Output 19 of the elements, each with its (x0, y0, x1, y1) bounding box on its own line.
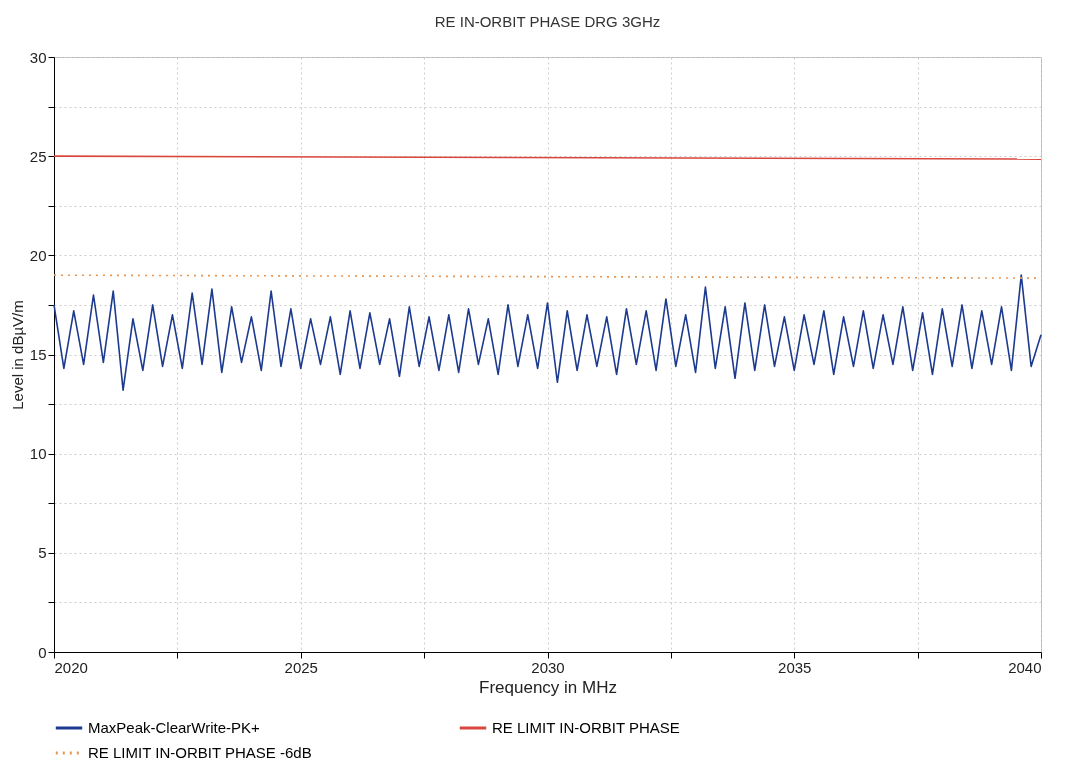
legend-label: RE LIMIT IN-ORBIT PHASE (492, 719, 680, 736)
y-tick-label: 0 (38, 643, 47, 661)
y-tick-label: 5 (38, 544, 47, 562)
legend-label: RE LIMIT IN-ORBIT PHASE -6dB (88, 744, 312, 761)
x-axis-title: Frequency in MHz (479, 677, 617, 697)
chart-title: RE IN-ORBIT PHASE DRG 3GHz (434, 13, 661, 30)
y-tick-label: 20 (29, 246, 47, 264)
x-tick-label: 2040 (1008, 658, 1042, 676)
x-tick-label: 2030 (531, 658, 565, 676)
y-tick-label: 15 (29, 346, 47, 363)
y-tick-label: 10 (29, 445, 47, 463)
y-axis-title: Level in dBµV/m (8, 300, 26, 410)
x-tick-label: 2025 (284, 658, 318, 676)
line-series (53, 274, 1042, 391)
x-tick-label: 2020 (54, 658, 88, 676)
y-tick-label: 25 (29, 147, 47, 165)
y-tick-label: 30 (29, 48, 47, 66)
legend-label: MaxPeak-ClearWrite-PK+ (88, 719, 261, 736)
x-tick-label: 2035 (778, 658, 812, 676)
